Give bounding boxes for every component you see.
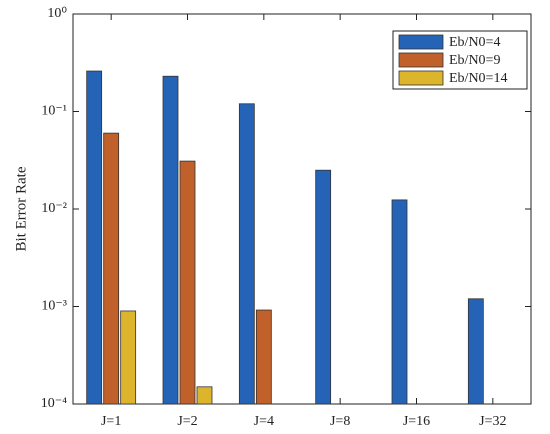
legend-label: Eb/N0=9 <box>449 53 500 68</box>
y-tick-label: 10⁻³ <box>41 299 67 314</box>
x-tick-label: J=8 <box>330 414 350 429</box>
bar <box>86 70 103 405</box>
y-tick-label: 10⁰ <box>47 6 67 21</box>
y-tick-label: 10⁻¹ <box>41 104 67 119</box>
legend-swatch <box>398 34 444 50</box>
x-tick-label: J=4 <box>254 414 274 429</box>
bar <box>196 386 213 405</box>
x-tick-label: J=1 <box>101 414 121 429</box>
legend-swatch <box>398 70 444 86</box>
x-tick-label: J=16 <box>403 414 430 429</box>
bar <box>238 103 255 405</box>
bar <box>120 310 137 405</box>
bar <box>467 298 484 405</box>
bar <box>315 169 332 405</box>
bar <box>103 132 120 405</box>
x-tick-label: J=2 <box>177 414 197 429</box>
bar <box>179 160 196 405</box>
x-tick-label: J=32 <box>479 414 506 429</box>
bar <box>162 75 179 405</box>
legend-label: Eb/N0=4 <box>449 35 500 50</box>
legend-label: Eb/N0=14 <box>449 71 507 86</box>
legend-swatch <box>398 52 444 68</box>
y-axis-label: Bit Error Rate <box>13 166 29 251</box>
y-tick-label: 10⁻² <box>41 201 67 216</box>
bar <box>391 199 408 405</box>
bar <box>255 309 272 405</box>
y-tick-label: 10⁻⁴ <box>41 396 67 411</box>
